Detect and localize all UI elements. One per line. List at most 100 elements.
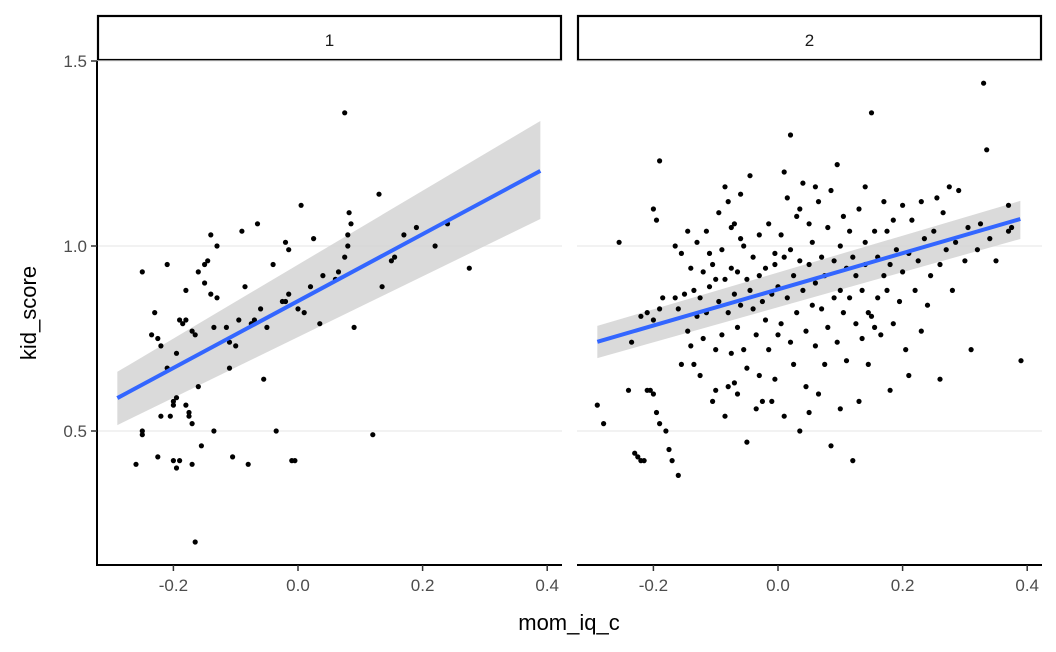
data-point (834, 339, 840, 345)
data-point (706, 250, 713, 256)
data-point (887, 261, 893, 268)
data-point (840, 310, 847, 316)
data-point (946, 184, 952, 190)
data-point (847, 295, 853, 301)
data-point (688, 265, 694, 271)
data-point (759, 298, 766, 305)
data-point (653, 217, 660, 223)
data-point (744, 439, 750, 445)
data-point (847, 228, 853, 234)
x-tick-label: -0.2 (639, 576, 668, 595)
data-point (432, 243, 438, 249)
data-point (173, 465, 180, 471)
data-point (924, 302, 931, 308)
data-point (781, 254, 787, 260)
data-point (214, 243, 220, 249)
data-point (800, 180, 806, 186)
data-point (226, 339, 233, 345)
data-point (346, 210, 352, 216)
data-point (934, 195, 940, 201)
data-point (943, 247, 949, 253)
data-point (167, 413, 173, 419)
data-point (949, 287, 956, 293)
data-point (650, 317, 657, 323)
data-point (843, 358, 850, 364)
data-point (641, 458, 647, 464)
data-point (638, 313, 644, 319)
data-point (881, 199, 887, 205)
data-point (797, 206, 803, 212)
data-point (850, 254, 856, 260)
data-point (669, 458, 675, 464)
data-point (1005, 228, 1012, 234)
data-point (205, 258, 211, 264)
data-point (700, 335, 706, 342)
data-point (734, 391, 741, 397)
data-point (862, 184, 868, 190)
data-point (186, 413, 192, 419)
data-point (809, 302, 815, 308)
data-point (719, 247, 725, 253)
data-point (672, 243, 678, 249)
data-point (601, 421, 607, 427)
data-point (747, 173, 753, 179)
data-point (214, 295, 220, 301)
data-point (657, 158, 663, 164)
data-point (208, 232, 214, 238)
data-point (766, 347, 772, 353)
data-point (139, 432, 145, 438)
data-point (139, 428, 145, 434)
data-point (741, 243, 747, 249)
data-point (781, 413, 787, 419)
data-point (632, 450, 638, 456)
data-point (211, 324, 217, 330)
data-point (348, 221, 354, 227)
data-point (342, 110, 348, 116)
data-point (828, 443, 834, 449)
data-point (937, 376, 943, 382)
data-point (893, 247, 900, 253)
data-point (307, 284, 314, 290)
data-point (183, 317, 189, 323)
data-point (884, 287, 890, 293)
data-point (202, 280, 208, 286)
data-point (139, 269, 145, 275)
data-point (753, 406, 759, 412)
data-point (706, 284, 713, 290)
data-point (663, 428, 669, 434)
data-point (840, 213, 847, 219)
data-point (815, 391, 822, 397)
data-point (173, 350, 180, 356)
data-point (853, 321, 859, 327)
data-point (962, 258, 968, 264)
data-point (685, 228, 691, 234)
data-point (713, 276, 719, 282)
data-point (741, 347, 747, 353)
data-point (918, 199, 924, 205)
data-point (149, 332, 155, 338)
data-point (812, 343, 819, 349)
data-point (865, 361, 871, 367)
data-point (766, 221, 772, 227)
data-point (903, 347, 909, 353)
data-point (666, 446, 672, 453)
data-point (164, 261, 170, 268)
data-point (828, 187, 834, 194)
data-point (466, 265, 472, 271)
x-tick-label: 0.4 (1015, 576, 1039, 595)
data-point (170, 402, 176, 408)
data-point (837, 243, 843, 249)
data-point (189, 421, 195, 427)
data-point (681, 291, 688, 297)
data-point (725, 199, 731, 205)
data-point (878, 332, 884, 338)
facet-panel-1: 1 (96, 14, 563, 545)
data-point (968, 347, 974, 353)
data-point (756, 372, 762, 379)
data-point (230, 454, 236, 460)
data-point (133, 461, 139, 467)
data-point (650, 206, 657, 212)
data-point (370, 432, 376, 438)
data-point (180, 321, 186, 327)
